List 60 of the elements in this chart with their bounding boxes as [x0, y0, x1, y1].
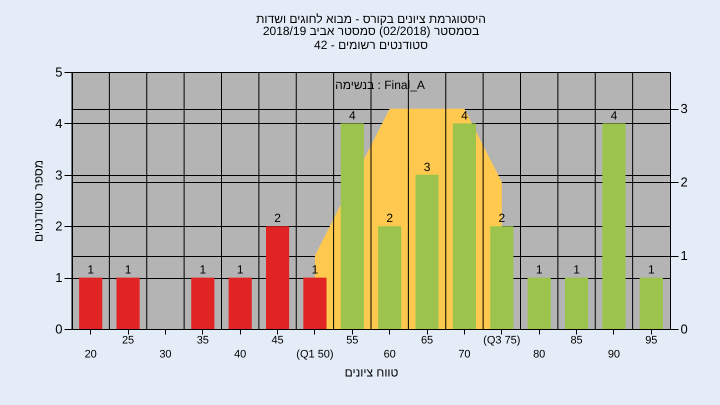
bar	[490, 226, 514, 329]
data-label: 4	[610, 108, 618, 122]
x-tick-label: 30	[159, 348, 172, 360]
x-tick-label: 65	[420, 334, 434, 346]
x-tick-label: 95	[645, 334, 658, 346]
x-tick-label: 40	[234, 348, 246, 360]
data-label: 1	[236, 262, 244, 277]
data-label: 3	[424, 160, 431, 174]
data-label: 4	[461, 108, 468, 122]
chart-title: היסטוגרמת ציונים בקורס - מבוא לחוגים ושדות	[256, 12, 486, 26]
x-tick-label: 60	[384, 348, 396, 360]
bar	[340, 123, 364, 329]
data-label: 1	[312, 262, 319, 277]
data-label: 1	[536, 262, 543, 277]
bar	[528, 278, 551, 329]
chart-subtitle: בסמסטר (02/2018) סמסטר אביב 2018/19 סטודנטים רשומים - 42	[262, 24, 480, 52]
bar	[415, 174, 439, 329]
x-tick-label: (Q3 75)	[483, 334, 520, 346]
bar	[303, 278, 327, 329]
y-axis-title: מספר סטודנטים	[31, 160, 46, 242]
y-tick-label: 2	[55, 218, 62, 234]
bar	[191, 278, 214, 329]
y2-tick-label: 1	[680, 248, 688, 264]
data-label: 2	[386, 211, 394, 226]
y2-tick-label: 2	[680, 174, 688, 190]
y2-tick-label: 0	[680, 322, 688, 336]
bar	[79, 278, 102, 329]
y-tick-label: 5	[55, 64, 62, 80]
bar	[564, 278, 588, 329]
bar	[640, 278, 663, 329]
data-label: 1	[199, 262, 206, 277]
x-tick-label: 55	[346, 334, 358, 346]
data-label: 2	[274, 211, 282, 226]
data-label: 2	[498, 211, 506, 226]
x-tick-label: 90	[608, 348, 620, 360]
bar	[378, 226, 402, 329]
y-tick-label: 0	[55, 322, 62, 336]
x-tick-label: 20	[84, 348, 97, 360]
bar	[116, 278, 140, 329]
bar	[228, 278, 252, 329]
data-label: 4	[348, 108, 356, 122]
x-tick-label: 70	[458, 348, 471, 360]
x-tick-label: 35	[196, 334, 209, 346]
y-tick-label: 3	[55, 167, 62, 182]
x-tick-label: (Q1 50)	[296, 348, 334, 360]
bar	[266, 226, 290, 329]
x-tick-label: 25	[122, 334, 134, 346]
data-label: 1	[573, 262, 580, 277]
x-tick-label: 85	[570, 334, 583, 346]
bar	[452, 123, 476, 329]
y-tick-label: 1	[55, 270, 62, 286]
x-axis-title: טווח ציונים	[344, 366, 399, 380]
data-label: 1	[648, 262, 655, 277]
x-tick-label: 80	[533, 348, 546, 360]
data-label: 1	[124, 262, 132, 277]
bar	[602, 123, 626, 329]
y-tick-label: 4	[55, 116, 62, 131]
data-label: 1	[87, 262, 94, 277]
x-tick-label: 45	[271, 334, 284, 346]
y2-tick-label: 3	[680, 101, 688, 116]
